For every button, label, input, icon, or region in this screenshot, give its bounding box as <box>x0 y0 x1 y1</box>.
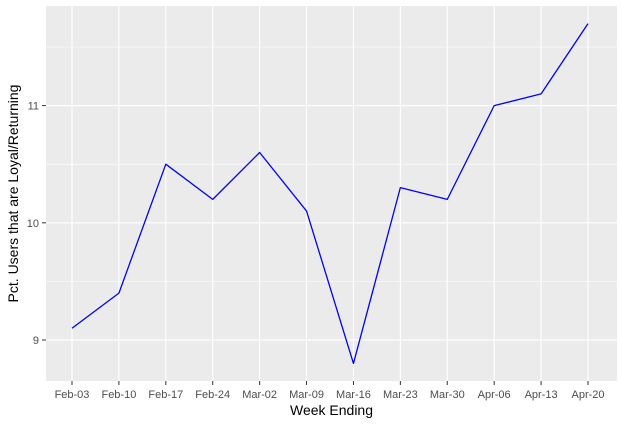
x-tick-label: Apr-06 <box>478 389 511 401</box>
x-tick-label: Mar-30 <box>430 389 465 401</box>
y-tick-label: 10 <box>27 218 39 230</box>
x-tick-label: Feb-17 <box>148 389 183 401</box>
x-tick-label: Apr-20 <box>571 389 604 401</box>
y-tick-label: 11 <box>28 101 39 113</box>
major-gridlines <box>46 6 617 381</box>
plot-panel <box>46 6 617 381</box>
series-layer <box>71 23 589 365</box>
x-tick-label: Feb-03 <box>55 389 90 401</box>
x-tick-label: Apr-13 <box>525 389 558 401</box>
x-tick-label: Mar-02 <box>242 389 277 401</box>
x-tick-label: Feb-24 <box>195 389 230 401</box>
x-axis-title: Week Ending <box>290 402 373 418</box>
y-axis: 9 10 11 <box>27 101 46 347</box>
x-tick-label: Mar-09 <box>289 389 324 401</box>
series-line <box>71 23 589 365</box>
y-tick-label: 9 <box>33 335 39 347</box>
minor-gridlines <box>46 46 617 282</box>
x-axis: Feb-03 Feb-10 Feb-17 Feb-24 Mar-02 Mar-09 Mar-… <box>55 381 605 401</box>
x-tick-label: Mar-16 <box>336 389 371 401</box>
x-tick-label: Feb-10 <box>101 389 136 401</box>
x-tick-label: Mar-23 <box>383 389 418 401</box>
y-axis-title: Pct. Users that are Loyal/Returning <box>5 85 21 303</box>
